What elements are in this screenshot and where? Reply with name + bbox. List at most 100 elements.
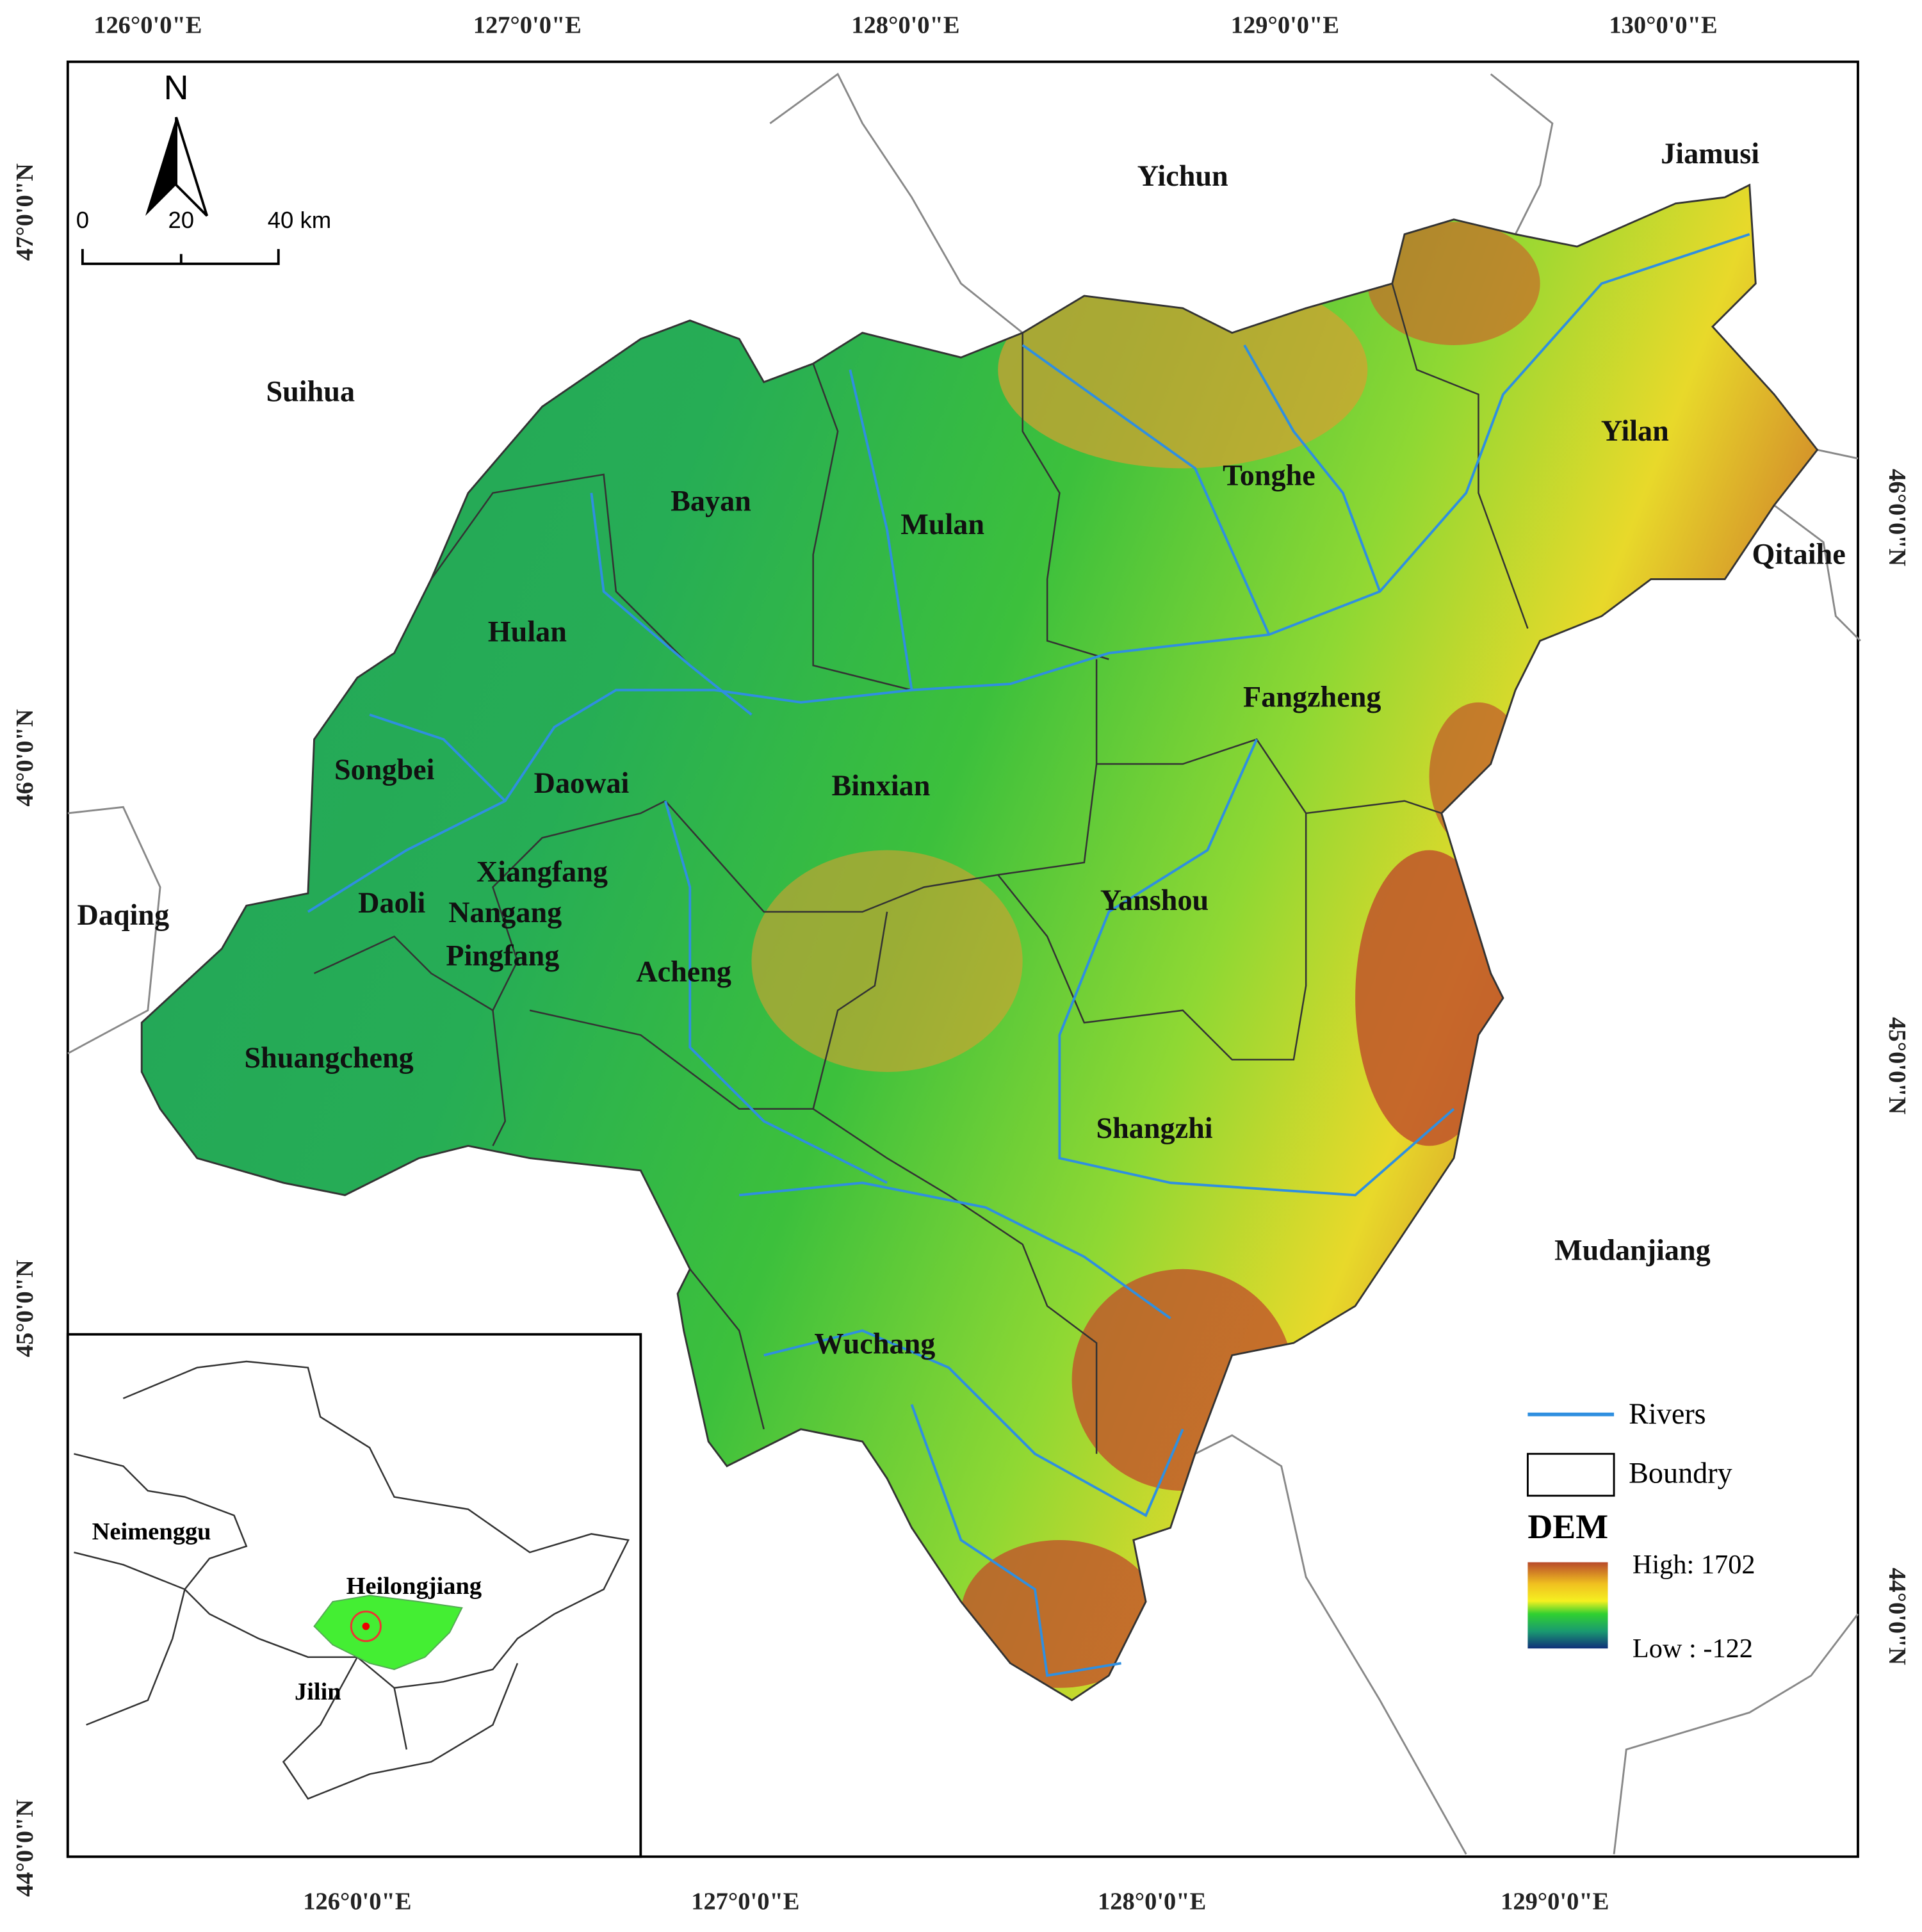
neighbor-boundaries — [67, 72, 1861, 1855]
boundary-line — [1096, 738, 1442, 815]
legend-label: DEM — [1527, 1507, 1608, 1546]
left-axis-label: 46°0'0"N — [12, 709, 38, 806]
top-axis-label: 128°0'0"E — [851, 12, 959, 38]
north-arrow — [145, 117, 209, 217]
bottom-axis-label: 128°0'0"E — [1098, 1888, 1206, 1915]
right-axis-label: 44°0'0"N — [1884, 1568, 1910, 1665]
top-axis-label: 130°0'0"E — [1609, 12, 1717, 38]
boundary-line — [812, 911, 949, 1196]
location-ring — [350, 1611, 382, 1643]
district-label: Songbei — [334, 753, 435, 786]
inset-label: Heilongjiang — [346, 1573, 482, 1600]
river — [1058, 738, 1455, 1197]
neighbor-label: Daqing — [77, 898, 170, 931]
boundary-line — [1817, 449, 1859, 460]
bottom-axis-label: 127°0'0"E — [691, 1888, 799, 1915]
neighbor-label: Mudanjiang — [1554, 1233, 1711, 1266]
boundary-line — [997, 813, 1307, 1060]
left-axis-label: 47°0'0"N — [12, 163, 38, 261]
river — [739, 1181, 1171, 1320]
district-label: Shuangcheng — [245, 1041, 414, 1074]
legend-label: Rivers — [1629, 1397, 1706, 1430]
boundary-line — [689, 1268, 765, 1430]
district-label: Bayan — [671, 485, 751, 517]
rivers — [307, 232, 1750, 1677]
scale-label: 0 — [76, 207, 89, 233]
boundary-line — [769, 72, 1023, 334]
river — [369, 713, 507, 802]
district-label: Hulan — [488, 615, 567, 648]
top-axis-label: 129°0'0"E — [1231, 12, 1339, 38]
district-label: Yanshou — [1100, 884, 1209, 916]
boundary-line — [1613, 1613, 1859, 1855]
study-area — [313, 1595, 463, 1670]
location-dot — [362, 1622, 370, 1630]
boundary-line — [492, 800, 666, 1011]
boundary-line — [314, 935, 507, 1146]
bottom-axis-label: 126°0'0"E — [303, 1888, 411, 1915]
inset-frame — [66, 1333, 642, 1858]
legend-dem-ramp — [1527, 1562, 1608, 1649]
legend — [1526, 1412, 1615, 1649]
boundary-line — [67, 806, 161, 1055]
left-axis-label: 45°0'0"N — [12, 1260, 38, 1357]
arrow-half — [175, 117, 209, 217]
district-label: Tonghe — [1223, 459, 1315, 491]
boundary-line — [948, 1194, 1098, 1454]
right-axis-label: 46°0'0"N — [1884, 469, 1910, 566]
inset-map — [66, 1333, 642, 1858]
arrow-half — [145, 117, 177, 216]
inset-label: Jilin — [295, 1678, 341, 1705]
district-label: Daoli — [358, 886, 425, 919]
bottom-axis-label: 129°0'0"E — [1501, 1888, 1609, 1915]
river — [307, 232, 1750, 913]
left-axis-label: 44°0'0"N — [12, 1799, 38, 1897]
district-label: Daowai — [534, 767, 630, 799]
district-label: Mulan — [900, 508, 984, 540]
boundary-line — [1391, 283, 1529, 629]
district-label: Fangzheng — [1243, 681, 1381, 713]
highland — [961, 1539, 1159, 1688]
legend-label: Low : -122 — [1633, 1634, 1753, 1664]
district-label: Shangzhi — [1096, 1112, 1212, 1144]
river — [1022, 344, 1271, 635]
inset-label: Neimenggu — [92, 1518, 211, 1545]
river — [910, 1404, 1121, 1677]
scale-label: 20 — [168, 207, 194, 233]
legend-boundary-swatch — [1526, 1452, 1615, 1497]
highland — [1355, 850, 1503, 1146]
scale-line — [81, 248, 280, 265]
right-axis-label: 45°0'0"N — [1884, 1017, 1910, 1114]
district-label: Binxian — [831, 769, 930, 802]
river — [1243, 344, 1381, 592]
boundary-line — [1490, 73, 1554, 235]
highland — [751, 850, 1023, 1072]
district-label: Pingfang — [446, 939, 559, 972]
river — [763, 1329, 1184, 1518]
boundary-line — [529, 1009, 813, 1110]
highland — [1367, 222, 1540, 345]
legend-label: High: 1702 — [1633, 1550, 1755, 1580]
boundary-line — [1194, 1434, 1467, 1855]
top-axis-label: 127°0'0"E — [473, 12, 582, 38]
neighbor-label: Qitaihe — [1752, 537, 1846, 570]
district-label: Wuchang — [814, 1327, 935, 1360]
boundary-line — [664, 659, 1098, 913]
scale-label: 40 km — [268, 207, 332, 233]
district-label: Xiangfang — [476, 856, 608, 888]
neighbor-label: Suihua — [266, 375, 355, 407]
top-axis-label: 126°0'0"E — [94, 12, 202, 38]
boundary-line — [1773, 504, 1861, 642]
district-boundaries — [314, 283, 1529, 1454]
legend-label: Boundry — [1629, 1457, 1732, 1490]
river — [664, 800, 888, 1184]
neighbor-label: Yichun — [1137, 159, 1228, 192]
boundary-line — [812, 363, 912, 691]
river — [849, 369, 913, 690]
north-label: N — [164, 69, 189, 107]
neighbor-label: Jiamusi — [1661, 137, 1759, 170]
river — [590, 492, 753, 716]
boundary-line — [1022, 332, 1109, 660]
